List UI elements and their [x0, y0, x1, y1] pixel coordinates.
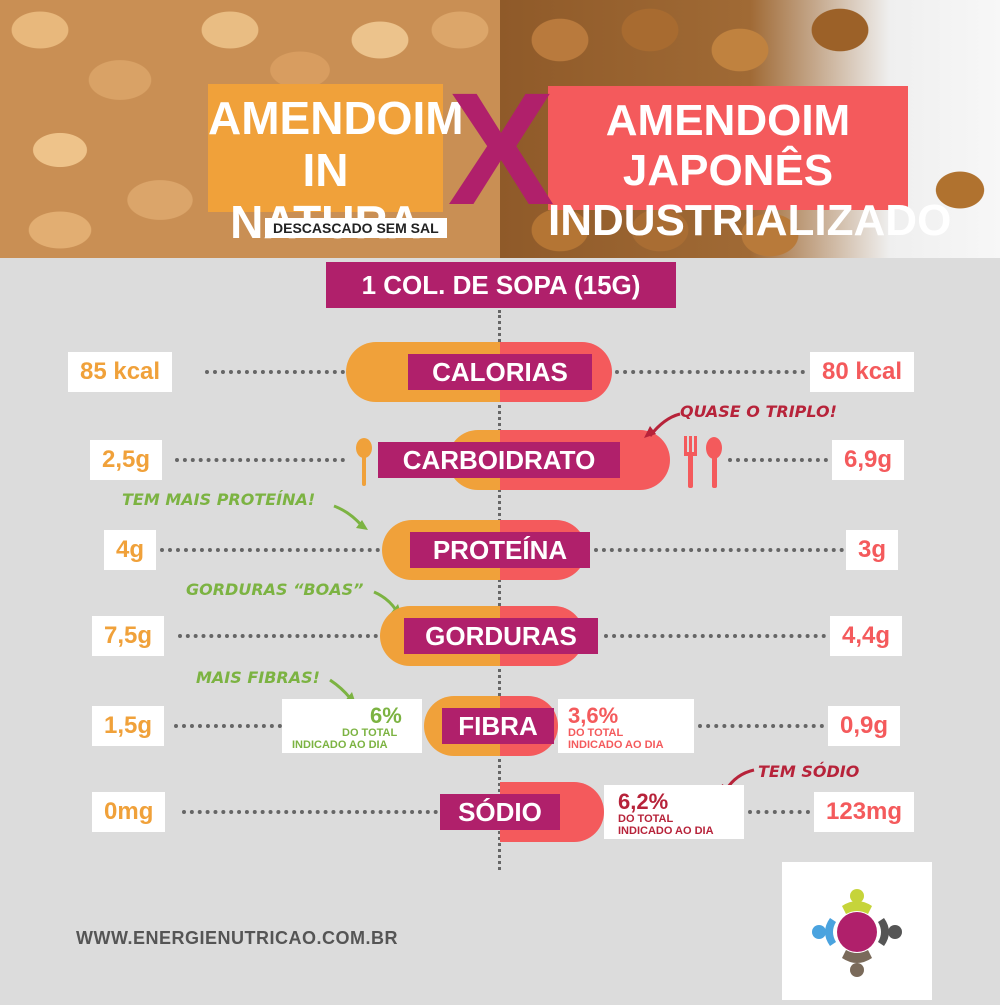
arrow-icon — [644, 412, 681, 438]
carboidrato-label: CARBOIDRATO — [378, 442, 620, 478]
gorduras-right-value: 4,4g — [830, 616, 903, 656]
calorias-left-value: 85 kcal — [68, 352, 173, 392]
serving-size: 1 COL. DE SOPA (15G) — [326, 262, 676, 308]
sodio-right-percent-text1: DO TOTAL — [618, 813, 674, 825]
center-divider — [498, 310, 501, 870]
proteina-right-value: 3g — [846, 530, 899, 570]
dots-left — [160, 548, 380, 552]
carboidrato-left-value: 2,5g — [90, 440, 163, 480]
fibra-right-percent-text1: DO TOTAL — [568, 727, 624, 739]
fibra-left-percent: 6% — [370, 703, 402, 728]
gorduras-label: GORDURAS — [404, 618, 598, 654]
carboidrato-right-value: 6,9g — [832, 440, 905, 480]
row-proteina: 4g PROTEÍNA 3g — [0, 520, 1000, 580]
left-title: AMENDOIM IN NATURA — [208, 84, 464, 248]
versus-mark: X — [447, 59, 555, 238]
row-carboidrato: 2,5g CARBOIDRATO 6,9g — [0, 430, 1000, 490]
dots-left — [205, 370, 345, 374]
proteina-left-value: 4g — [104, 530, 157, 570]
right-title-line1: AMENDOIM JAPONÊS — [605, 96, 851, 195]
annotation-proteina: TEM MAIS PROTEÍNA! — [122, 490, 316, 509]
fibra-right-percent-text2: INDICADO AO DIA — [568, 739, 664, 751]
fibra-left-percent-box: 6% DO TOTAL INDICADO AO DIA — [282, 699, 422, 753]
dots-right — [604, 634, 826, 638]
fork-icon — [684, 436, 722, 488]
left-title-line1: AMENDOIM — [208, 92, 464, 144]
fibra-right-value: 0,9g — [828, 706, 901, 746]
website-url: WWW.ENERGIENUTRICAO.COM.BR — [76, 928, 398, 948]
spoon-icon — [356, 438, 372, 486]
dots-right — [594, 548, 844, 552]
dots-right — [615, 370, 805, 374]
row-sodio: 0mg SÓDIO 6,2% DO TOTAL INDICADO AO DIA … — [0, 782, 1000, 842]
left-subtitle: DESCASCADO SEM SAL — [265, 218, 447, 238]
sodio-right-percent: 6,2% — [618, 789, 669, 814]
fibra-left-value: 1,5g — [92, 706, 165, 746]
proteina-label: PROTEÍNA — [410, 532, 590, 568]
annotation-triplo: QUASE O TRIPLO! — [680, 402, 837, 421]
dots-left — [182, 810, 438, 814]
arrow-icon — [333, 504, 368, 530]
fibra-right-percent-box: 3,6% DO TOTAL INDICADO AO DIA — [558, 699, 694, 753]
sodio-right-percent-text2: INDICADO AO DIA — [618, 825, 714, 837]
row-fibra: 1,5g 6% DO TOTAL INDICADO AO DIA FIBRA 3… — [0, 696, 1000, 756]
right-title: AMENDOIM JAPONÊS INDUSTRIALIZADO — [548, 86, 951, 245]
annotation-gorduras: GORDURAS “BOAS” — [186, 580, 364, 599]
calorias-right-value: 80 kcal — [810, 352, 915, 392]
row-calorias: 85 kcal CALORIAS 80 kcal — [0, 342, 1000, 402]
annotation-fibras: MAIS FIBRAS! — [196, 668, 320, 687]
dots-right — [728, 458, 828, 462]
brand-logo — [782, 862, 932, 1000]
right-title-line2: INDUSTRIALIZADO — [548, 196, 952, 245]
dots-left — [178, 634, 378, 638]
dots-right — [698, 724, 824, 728]
dots-right — [748, 810, 810, 814]
sodio-left-value: 0mg — [92, 792, 166, 832]
dots-left — [174, 724, 282, 728]
fibra-right-percent: 3,6% — [568, 703, 619, 728]
dots-left — [175, 458, 345, 462]
sodio-label: SÓDIO — [440, 794, 560, 830]
fibra-left-percent-text2: INDICADO AO DIA — [292, 739, 388, 751]
logo-icon — [812, 889, 902, 977]
fibra-label: FIBRA — [442, 708, 554, 744]
fibra-left-percent-text1: DO TOTAL — [342, 727, 398, 739]
annotation-sodio: TEM SÓDIO — [758, 762, 860, 781]
gorduras-left-value: 7,5g — [92, 616, 165, 656]
calorias-label: CALORIAS — [408, 354, 592, 390]
sodio-right-percent-box: 6,2% DO TOTAL INDICADO AO DIA — [604, 785, 744, 839]
sodio-right-value: 123mg — [814, 792, 915, 832]
row-gorduras: 7,5g GORDURAS 4,4g — [0, 606, 1000, 666]
